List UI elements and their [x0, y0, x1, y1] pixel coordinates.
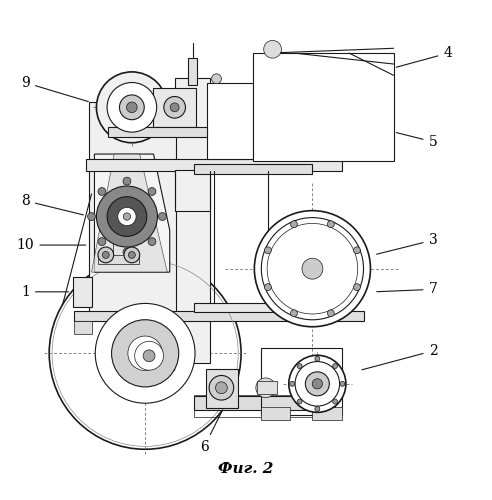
Bar — [108, 127, 207, 137]
Circle shape — [123, 177, 131, 185]
Circle shape — [340, 382, 345, 386]
Bar — [261, 348, 342, 415]
Circle shape — [353, 247, 360, 254]
Bar — [153, 88, 196, 127]
Circle shape — [148, 238, 156, 246]
Text: 1: 1 — [21, 285, 68, 299]
Text: 2: 2 — [362, 344, 437, 370]
Bar — [261, 408, 290, 420]
Circle shape — [327, 310, 334, 316]
Circle shape — [297, 364, 302, 368]
Circle shape — [302, 258, 323, 279]
Circle shape — [118, 208, 136, 226]
Circle shape — [327, 220, 334, 228]
Circle shape — [291, 220, 298, 228]
Circle shape — [306, 372, 329, 396]
Text: 8: 8 — [21, 194, 84, 215]
Bar — [175, 170, 210, 210]
Text: 3: 3 — [376, 233, 437, 254]
Circle shape — [291, 310, 298, 316]
Text: 7: 7 — [377, 282, 437, 296]
Bar — [74, 310, 364, 322]
Bar — [86, 159, 342, 172]
Circle shape — [353, 284, 360, 290]
Circle shape — [297, 399, 302, 404]
Bar — [188, 58, 197, 85]
Circle shape — [112, 320, 179, 387]
Bar — [312, 408, 342, 420]
Circle shape — [107, 82, 156, 132]
Circle shape — [265, 284, 272, 290]
Circle shape — [107, 196, 147, 236]
Circle shape — [215, 382, 227, 394]
Circle shape — [267, 224, 358, 314]
Bar — [89, 102, 176, 314]
Bar — [98, 255, 139, 264]
Text: 10: 10 — [17, 238, 86, 252]
Circle shape — [96, 72, 167, 142]
Circle shape — [98, 238, 106, 246]
Bar — [207, 82, 253, 159]
Circle shape — [126, 102, 137, 113]
Circle shape — [123, 248, 131, 256]
Circle shape — [256, 378, 276, 398]
Circle shape — [143, 350, 155, 362]
Circle shape — [98, 247, 114, 263]
Text: Фиг. 2: Фиг. 2 — [218, 462, 274, 476]
Bar — [73, 277, 92, 306]
Text: 4: 4 — [396, 46, 452, 67]
Circle shape — [212, 74, 221, 84]
Polygon shape — [94, 154, 170, 272]
Circle shape — [135, 342, 163, 370]
Circle shape — [295, 362, 339, 406]
Circle shape — [49, 258, 241, 450]
Text: 5: 5 — [396, 132, 437, 149]
Bar — [257, 382, 277, 394]
Circle shape — [98, 188, 106, 196]
Circle shape — [95, 304, 195, 403]
Bar — [194, 164, 312, 173]
Bar — [175, 78, 210, 363]
Circle shape — [128, 336, 162, 370]
Bar — [253, 53, 394, 162]
Bar — [194, 395, 335, 417]
Circle shape — [148, 188, 156, 196]
Circle shape — [261, 218, 364, 320]
Circle shape — [96, 186, 157, 247]
Circle shape — [120, 95, 144, 120]
Circle shape — [290, 382, 295, 386]
Circle shape — [170, 103, 179, 112]
Circle shape — [164, 96, 185, 118]
Bar — [194, 302, 342, 312]
Circle shape — [333, 399, 338, 404]
Circle shape — [333, 364, 338, 368]
Circle shape — [128, 252, 135, 258]
Circle shape — [124, 247, 140, 263]
Bar — [74, 322, 92, 334]
Circle shape — [315, 406, 320, 412]
Circle shape — [158, 212, 166, 220]
Circle shape — [123, 213, 130, 220]
Bar — [206, 369, 238, 408]
Circle shape — [102, 252, 109, 258]
Text: 9: 9 — [21, 76, 89, 102]
Bar — [194, 396, 335, 410]
Circle shape — [265, 247, 272, 254]
Circle shape — [289, 356, 346, 412]
Circle shape — [315, 356, 320, 361]
Circle shape — [264, 40, 281, 58]
Text: 6: 6 — [200, 410, 222, 454]
Circle shape — [312, 378, 322, 389]
Circle shape — [254, 210, 370, 327]
Circle shape — [88, 212, 95, 220]
Polygon shape — [92, 154, 167, 272]
Circle shape — [209, 376, 234, 400]
